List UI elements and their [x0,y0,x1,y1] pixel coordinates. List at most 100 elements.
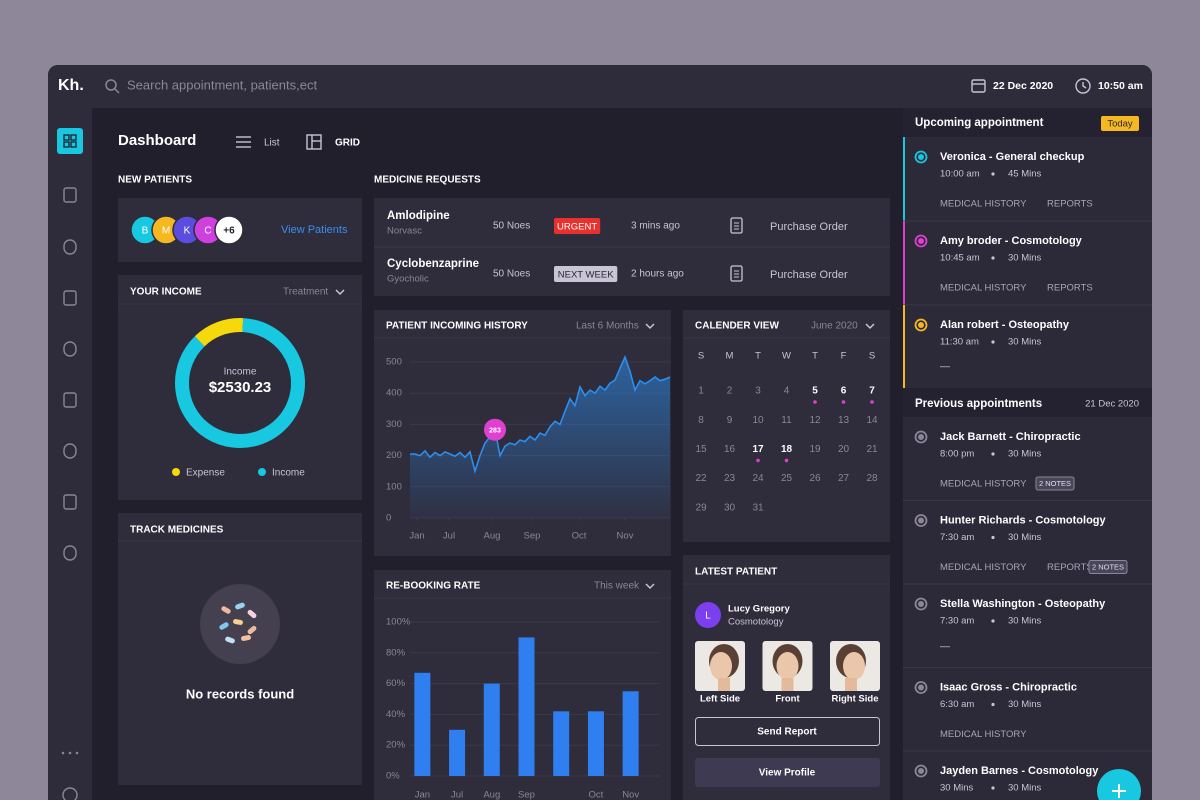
status-dot [918,684,924,691]
view-profile-button[interactable] [695,758,880,787]
calendar-day[interactable]: 20 [838,444,850,455]
nav-icon[interactable] [63,290,77,306]
x-tick-label: Jul [443,531,455,542]
calendar-day[interactable]: 16 [724,444,736,455]
photo-label: Right Side [832,694,879,705]
appointment-title[interactable]: Stella Washington - Osteopathy [940,598,1106,610]
appointment-title[interactable]: Veronica - General checkup [940,151,1085,163]
calendar-day[interactable]: 18 [781,444,793,455]
calendar-day[interactable]: 3 [755,386,761,397]
bar [553,711,570,776]
calendar-day[interactable]: 29 [695,502,707,513]
appointment-title[interactable]: Jayden Barnes - Cosmotology [940,765,1099,777]
appointment-title[interactable]: Jack Barnett - Chiropractic [940,431,1081,443]
sidebar [48,108,92,800]
appointment-time: 10:45 am [940,253,980,264]
calendar-day[interactable]: 7 [869,386,875,397]
profile-icon [62,787,78,800]
calendar-day[interactable]: 14 [866,415,878,426]
calendar-day[interactable]: 9 [727,415,733,426]
view-toggle[interactable]: GRID [335,138,360,149]
calendar-day[interactable]: 28 [866,473,878,484]
search-input[interactable]: Search appointment, patients,ect [127,77,317,92]
calendar-day[interactable]: 17 [752,444,764,455]
nav-icon[interactable] [63,187,77,203]
nav-icon[interactable] [63,239,77,255]
nav-icon[interactable] [63,443,77,459]
appointment-link[interactable]: MEDICAL HISTORY [940,199,1027,210]
x-tick-label: Aug [483,790,500,800]
calendar-day[interactable]: 15 [695,444,707,455]
appointment-note: — [940,642,950,653]
appointment-accent [903,305,905,389]
month-dropdown[interactable]: June 2020 [811,321,858,332]
calendar-day[interactable]: 4 [784,386,790,397]
current-time: 10:50 am [1098,80,1143,92]
priority-tag [554,218,601,234]
notes-badge [1035,476,1075,491]
calendar-day[interactable]: 23 [724,473,736,484]
chevron-icon [335,289,345,296]
appointment-time: 6:30 am [940,699,974,710]
photo-face [710,652,732,680]
nav-icon[interactable] [63,341,77,357]
calendar-day[interactable]: 13 [838,415,850,426]
right-panel [903,108,1152,800]
calendar-day[interactable]: 21 [866,444,878,455]
filter-dropdown[interactable]: Treatment [283,287,328,298]
purchase-order-button[interactable]: Purchase Order [770,221,848,233]
filter-dropdown[interactable]: Last 6 Months [576,321,639,332]
calendar-day[interactable]: 5 [812,386,818,397]
calendar-day[interactable]: 19 [809,444,821,455]
purchase-order-button[interactable]: Purchase Order [770,269,848,281]
send-report-label[interactable]: Send Report [757,727,817,738]
calendar-day[interactable]: 8 [698,415,704,426]
appointment-time: 30 Mins [940,783,974,794]
appointment-link[interactable]: REPORTS [1047,199,1093,210]
view-patients-link[interactable]: View Patients [281,224,348,236]
calendar-day[interactable]: 22 [695,473,707,484]
appointment-title[interactable]: Alan robert - Osteopathy [940,319,1070,331]
card-title: PATIENT INCOMING HISTORY [386,321,528,332]
status-ring [914,597,928,611]
panel-title: Previous appointments [915,398,1042,410]
send-report-button[interactable] [695,717,880,746]
calendar-day[interactable]: 26 [809,473,821,484]
top-bar-base [48,90,1152,108]
highlight-label: 283 [489,428,501,435]
appointment-link[interactable]: MEDICAL HISTORY [940,479,1027,490]
calendar-day[interactable]: 12 [809,415,821,426]
appointment-title[interactable]: Hunter Richards - Cosmotology [940,514,1107,526]
nav-icon[interactable] [63,392,77,408]
appointment-link[interactable]: REPORTS [1047,283,1093,294]
view-profile-label[interactable]: View Profile [759,768,816,779]
calendar-day[interactable]: 10 [752,415,764,426]
nav-icon[interactable] [63,545,77,561]
calendar-day[interactable]: 1 [698,386,704,397]
appointment-title[interactable]: Isaac Gross - Chiropractic [940,681,1077,693]
avatar-initial: M [162,226,170,237]
patient-avatar [214,215,244,245]
filter-dropdown[interactable]: This week [594,581,640,592]
appointment-link[interactable]: MEDICAL HISTORY [940,562,1027,573]
calendar-day[interactable]: 24 [752,473,764,484]
appointment-duration: 30 Mins [1008,616,1042,627]
nav-icon[interactable] [63,494,77,510]
calendar-day[interactable]: 27 [838,473,850,484]
appointment-link[interactable]: MEDICAL HISTORY [940,729,1027,740]
view-toggle[interactable]: List [264,138,280,149]
empty-state-text: No records found [186,686,294,701]
appointment-title[interactable]: Amy broder - Cosmotology [940,235,1083,247]
calendar-day[interactable]: 11 [781,415,792,426]
separator-dot [991,702,995,707]
chevron-icon [645,323,655,330]
calendar-day[interactable]: 2 [727,386,733,397]
appointment-link[interactable]: MEDICAL HISTORY [940,283,1027,294]
appointment-link[interactable]: REPORTS [1047,562,1093,573]
calendar-day[interactable]: 31 [752,502,764,513]
calendar-day[interactable]: 25 [781,473,793,484]
calendar-day[interactable]: 30 [724,502,736,513]
appointment-duration: 30 Mins [1008,337,1042,348]
calendar-day[interactable]: 6 [841,386,847,397]
medicine-name: Cyclobenzaprine [387,258,479,270]
